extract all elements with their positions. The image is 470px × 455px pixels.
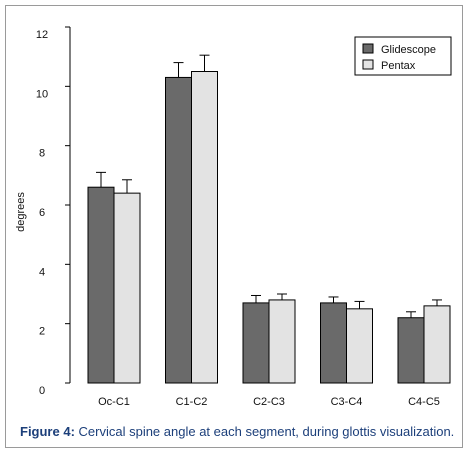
legend-swatch-pentax <box>362 59 374 70</box>
bar <box>268 299 296 384</box>
x-tick-label: C1-C2 <box>176 396 208 408</box>
bars <box>87 54 451 384</box>
legend-swatch-glidescope <box>362 43 374 54</box>
bar <box>165 76 192 384</box>
x-tick-label: C2-C3 <box>253 396 285 408</box>
y-tick-label: 0 <box>39 385 45 397</box>
bar <box>397 317 425 384</box>
y-tick-label: 12 <box>36 29 48 41</box>
bar <box>191 71 218 384</box>
legend-label-glidescope: Glidescope <box>381 44 436 56</box>
figure-caption: Figure 4: Cervical spine angle at each s… <box>20 424 460 439</box>
legend: Glidescope Pentax <box>354 36 452 76</box>
bar <box>87 186 115 384</box>
bar <box>242 302 270 384</box>
y-tick-label: 2 <box>39 326 45 338</box>
x-tick-label: C3-C4 <box>331 396 363 408</box>
caption-text: Cervical spine angle at each segment, du… <box>74 424 455 439</box>
y-axis-label: degrees <box>15 192 27 232</box>
bar <box>320 302 347 384</box>
x-axis-ticks: Oc-C1 C1-C2 C2-C3 C3-C4 C4-C5 <box>98 396 440 408</box>
legend-label-pentax: Pentax <box>381 60 416 72</box>
bar <box>113 192 141 384</box>
figure-frame <box>5 5 463 448</box>
caption-label: Figure 4: <box>20 424 75 439</box>
bar <box>423 305 451 384</box>
y-tick-label: 6 <box>39 207 45 219</box>
y-tick-label: 8 <box>39 148 45 160</box>
y-tick-label: 10 <box>36 88 48 100</box>
x-tick-label: Oc-C1 <box>98 396 130 408</box>
y-axis-ticks: 0 2 4 6 8 10 12 <box>36 26 70 397</box>
y-tick-label: 4 <box>39 266 45 278</box>
x-tick-label: C4-C5 <box>408 396 440 408</box>
bar <box>346 308 373 384</box>
